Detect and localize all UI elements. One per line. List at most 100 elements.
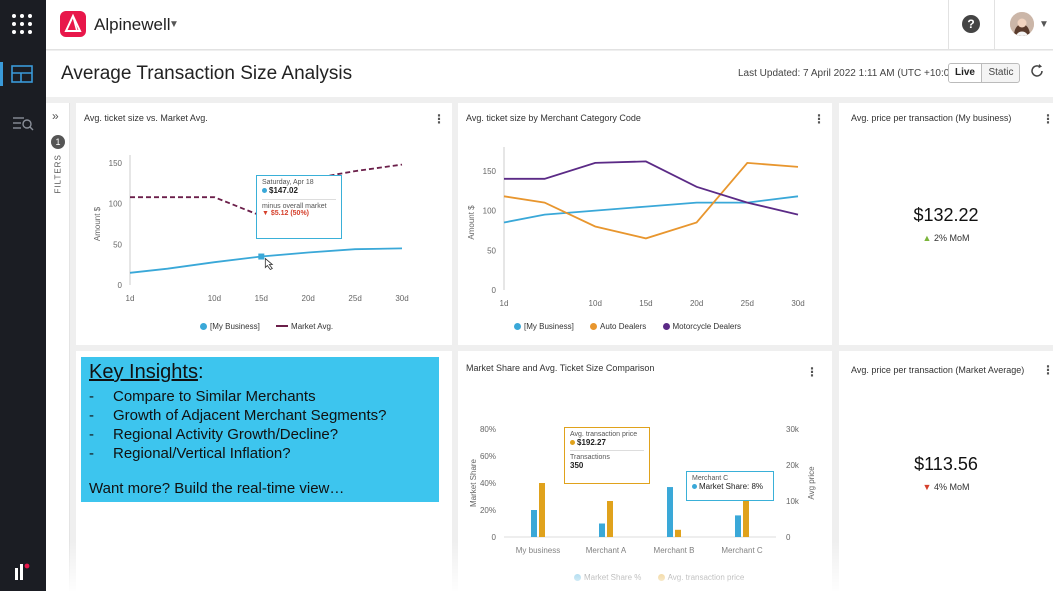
card-market-share: Market Share and Avg. Ticket Size Compar… bbox=[458, 351, 832, 591]
apps-grid-icon[interactable] bbox=[12, 14, 32, 34]
bar-market-share bbox=[599, 523, 605, 537]
chevron-down-icon[interactable]: ▼ bbox=[169, 19, 179, 30]
tooltip-diff: ▼ $5.12 (50%) bbox=[262, 210, 310, 217]
nav-explore[interactable] bbox=[0, 104, 46, 144]
y-tick-label: 100 bbox=[109, 200, 123, 209]
insights-title: Key Insights: bbox=[89, 361, 204, 383]
x-tick-label: 25d bbox=[348, 294, 361, 303]
brand-name[interactable]: Alpinewell bbox=[94, 15, 171, 34]
card-title: Avg. ticket size by Merchant Category Co… bbox=[466, 113, 641, 123]
list-item: - Compare to Similar Merchants bbox=[89, 388, 316, 405]
chart-legend: [My Business] Market Avg. bbox=[200, 322, 347, 331]
legend-item[interactable]: [My Business] bbox=[514, 322, 574, 331]
bar-avg-price bbox=[675, 529, 681, 537]
x-tick-label: 1d bbox=[126, 294, 135, 303]
tooltip-date: Saturday, Apr 18 bbox=[262, 179, 314, 186]
y2-tick-label: 20k bbox=[786, 461, 800, 470]
bar-chart: 0 20% 40% 60% 80% 0 10k 20k 30k Market Share Avg p… bbox=[469, 425, 816, 555]
active-indicator bbox=[0, 62, 3, 86]
y-tick-label: 40% bbox=[480, 479, 496, 488]
filters-label: FILTERS bbox=[53, 154, 63, 194]
y-tick-label: 0 bbox=[492, 286, 497, 295]
refresh-icon[interactable] bbox=[1029, 63, 1045, 79]
y-tick-label: 50 bbox=[487, 246, 496, 255]
x-tick-label: 30d bbox=[791, 299, 804, 308]
left-nav-rail bbox=[0, 0, 46, 591]
y-tick-label: 50 bbox=[113, 240, 122, 249]
y2-tick-label: 30k bbox=[786, 425, 800, 434]
divider bbox=[948, 0, 949, 50]
highlight-point bbox=[258, 253, 265, 260]
card-ticket-vs-market: Avg. ticket size vs. Market Avg. ⋮ 0 50 10… bbox=[76, 103, 452, 345]
product-logo-icon bbox=[15, 563, 30, 580]
x-tick-label: 15d bbox=[255, 294, 268, 303]
legend-item[interactable]: [My Business] bbox=[200, 322, 260, 331]
last-updated-text: Last Updated: 7 April 2022 1:11 AM (UTC … bbox=[738, 68, 959, 79]
divider bbox=[994, 0, 995, 50]
chart-legend: [My Business] Auto Dealers Motorcycle De… bbox=[514, 322, 755, 331]
y-tick-label: 0 bbox=[492, 533, 497, 542]
more-options-icon[interactable]: ⋮ bbox=[433, 112, 445, 126]
brand-logo-icon[interactable] bbox=[60, 11, 86, 37]
more-options-icon[interactable]: ⋮ bbox=[1042, 363, 1053, 377]
bar-market-share bbox=[667, 487, 673, 537]
kpi-value: $113.56 bbox=[914, 454, 978, 474]
y2-tick-label: 10k bbox=[786, 497, 800, 506]
card-title: Avg. price per transaction (My business) bbox=[851, 113, 1012, 123]
legend-item[interactable]: Motorcycle Dealers bbox=[662, 322, 741, 331]
bar-market-share bbox=[735, 515, 741, 537]
more-options-icon[interactable]: ⋮ bbox=[813, 112, 825, 126]
y-tick-label: 150 bbox=[109, 159, 123, 168]
legend-item[interactable]: Market Share % bbox=[574, 573, 641, 582]
chevron-down-icon[interactable]: ▼ bbox=[1039, 19, 1049, 30]
card-kpi-my-business: Avg. price per transaction (My business)… bbox=[839, 103, 1053, 345]
static-button[interactable]: Static bbox=[988, 67, 1014, 78]
legend-item[interactable]: Market Avg. bbox=[276, 322, 333, 331]
x-tick-label: 1d bbox=[500, 299, 509, 308]
chart-tooltip: Saturday, Apr 18 $147.02 minus overall m… bbox=[256, 175, 342, 239]
bar-avg-price bbox=[743, 497, 749, 537]
card-ticket-by-mcc: Avg. ticket size by Merchant Category Co… bbox=[458, 103, 832, 345]
legend-item[interactable]: Auto Dealers bbox=[590, 322, 646, 331]
avatar[interactable] bbox=[1010, 12, 1034, 36]
series-line bbox=[503, 161, 799, 240]
tooltip-value: $147.02 bbox=[269, 186, 298, 195]
filters-panel-collapsed[interactable]: » 1 FILTERS bbox=[46, 103, 70, 591]
bar-avg-price bbox=[539, 483, 545, 537]
series-line bbox=[504, 160, 799, 216]
x-tick-label: Merchant B bbox=[654, 546, 695, 555]
y2-axis-label: Avg price bbox=[807, 466, 816, 500]
y-axis-label: Amount $ bbox=[467, 205, 476, 240]
x-tick-label: My business bbox=[516, 546, 560, 555]
x-tick-label: 10d bbox=[589, 299, 602, 308]
kpi-change: ▼ 4% MoM bbox=[922, 482, 970, 492]
dashboard-icon bbox=[11, 65, 33, 83]
line-chart: 0 50 100 150 1d 10d 15d 20d 25d 30d Amount $ bbox=[93, 155, 409, 303]
y-tick-label: 100 bbox=[483, 207, 497, 216]
key-insights-box: Key Insights: - Compare to Similar Mercha… bbox=[81, 357, 439, 502]
nav-dashboard[interactable] bbox=[0, 52, 46, 96]
list-item: - Regional Activity Growth/Decline? bbox=[89, 426, 339, 443]
y-tick-label: 20% bbox=[480, 506, 496, 515]
line-chart: 0 50 100 150 1d 10d 15d 20d 25d 30d Amount $ bbox=[467, 147, 805, 308]
live-button[interactable]: Live bbox=[949, 64, 982, 82]
filter-count-badge: 1 bbox=[51, 135, 65, 149]
x-tick-label: 15d bbox=[639, 299, 652, 308]
insights-list: - Compare to Similar Merchants - Growth of… bbox=[89, 387, 386, 463]
more-options-icon[interactable]: ⋮ bbox=[806, 365, 818, 379]
card-title: Market Share and Avg. Ticket Size Compar… bbox=[466, 363, 655, 373]
expand-icon[interactable]: » bbox=[52, 109, 59, 123]
y-tick-label: 60% bbox=[480, 452, 496, 461]
more-options-icon[interactable]: ⋮ bbox=[1042, 112, 1053, 126]
live-static-toggle: Live Static bbox=[948, 63, 1020, 83]
search-list-icon bbox=[13, 117, 34, 131]
bar-avg-price bbox=[607, 501, 613, 537]
card-title: Avg. ticket size vs. Market Avg. bbox=[84, 113, 208, 123]
card-title: Avg. price per transaction (Market Avera… bbox=[851, 365, 1025, 375]
top-bar: Alpinewell ▼ ? ▼ bbox=[46, 0, 1053, 50]
y-tick-label: 0 bbox=[118, 281, 123, 290]
chart-legend: Market Share % Avg. transaction price bbox=[574, 573, 758, 582]
x-tick-label: Merchant C bbox=[721, 546, 763, 555]
help-icon[interactable]: ? bbox=[962, 15, 980, 33]
legend-item[interactable]: Avg. transaction price bbox=[657, 573, 744, 582]
